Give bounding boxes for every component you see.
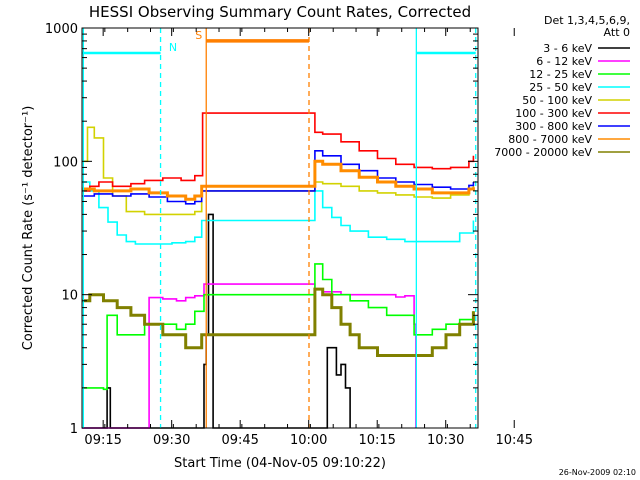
y-tick-label-1: 10 (61, 289, 78, 304)
flag-bar-group: NS (82, 29, 476, 55)
legend-label-0: 3 - 6 keV (543, 42, 592, 55)
legend-label-7: 800 - 7000 keV (508, 133, 592, 146)
x-tick-label-5: 10:30 (427, 433, 464, 448)
flag-label-2: S (195, 29, 202, 42)
y-axis-ticks: 1 10 100 1000 (45, 22, 478, 437)
x-tick-label-1: 09:30 (153, 433, 190, 448)
legend-header-line-2: Att 0 (604, 26, 630, 39)
y-tick-label-2: 100 (53, 155, 78, 170)
legend-label-1: 6 - 12 keV (536, 55, 592, 68)
series-line-1 (82, 283, 417, 429)
chart-title: HESSI Observing Summary Count Rates, Cor… (89, 3, 471, 21)
timestamp: 26-Nov-2009 02:10 (559, 468, 636, 477)
series-line-6 (82, 150, 475, 205)
x-tick-label-4: 10:15 (358, 433, 395, 448)
legend-header-line-1: Det 1,3,4,5,6,9, (544, 14, 630, 27)
legend-label-5: 100 - 300 keV (515, 107, 592, 120)
legend-label-8: 7000 - 20000 keV (494, 146, 592, 159)
x-axis-label: Start Time (04-Nov-05 09:10:22) (174, 456, 386, 471)
marker-group (82, 28, 477, 428)
x-axis-ticks: 09:15 09:30 09:45 10:00 10:15 10:30 10:45 (81, 28, 533, 448)
y-axis-label: Corrected Count Rate (s⁻¹ detector⁻¹) (21, 106, 36, 351)
flag-label-1: N (169, 41, 177, 54)
series-group (82, 112, 475, 429)
legend-label-6: 300 - 800 keV (515, 120, 592, 133)
series-line-0 (82, 213, 351, 429)
y-tick-label-3: 1000 (45, 22, 78, 37)
x-tick-label-3: 10:00 (290, 433, 327, 448)
series-line-3 (82, 181, 475, 245)
legend-label-3: 25 - 50 keV (529, 81, 592, 94)
legend-label-4: 50 - 100 keV (522, 94, 592, 107)
legend-label-2: 12 - 25 keV (529, 68, 592, 81)
x-tick-label-6: 10:45 (496, 433, 533, 448)
y-tick-label-0: 1 (70, 422, 78, 437)
x-tick-label-2: 09:45 (221, 433, 258, 448)
x-tick-label-0: 09:15 (84, 433, 121, 448)
series-line-4 (82, 126, 475, 216)
series-line-8 (82, 287, 475, 357)
series-line-2 (82, 263, 475, 391)
series-line-5 (82, 112, 475, 192)
plot-frame (81, 27, 479, 429)
series-line-7 (82, 159, 475, 201)
